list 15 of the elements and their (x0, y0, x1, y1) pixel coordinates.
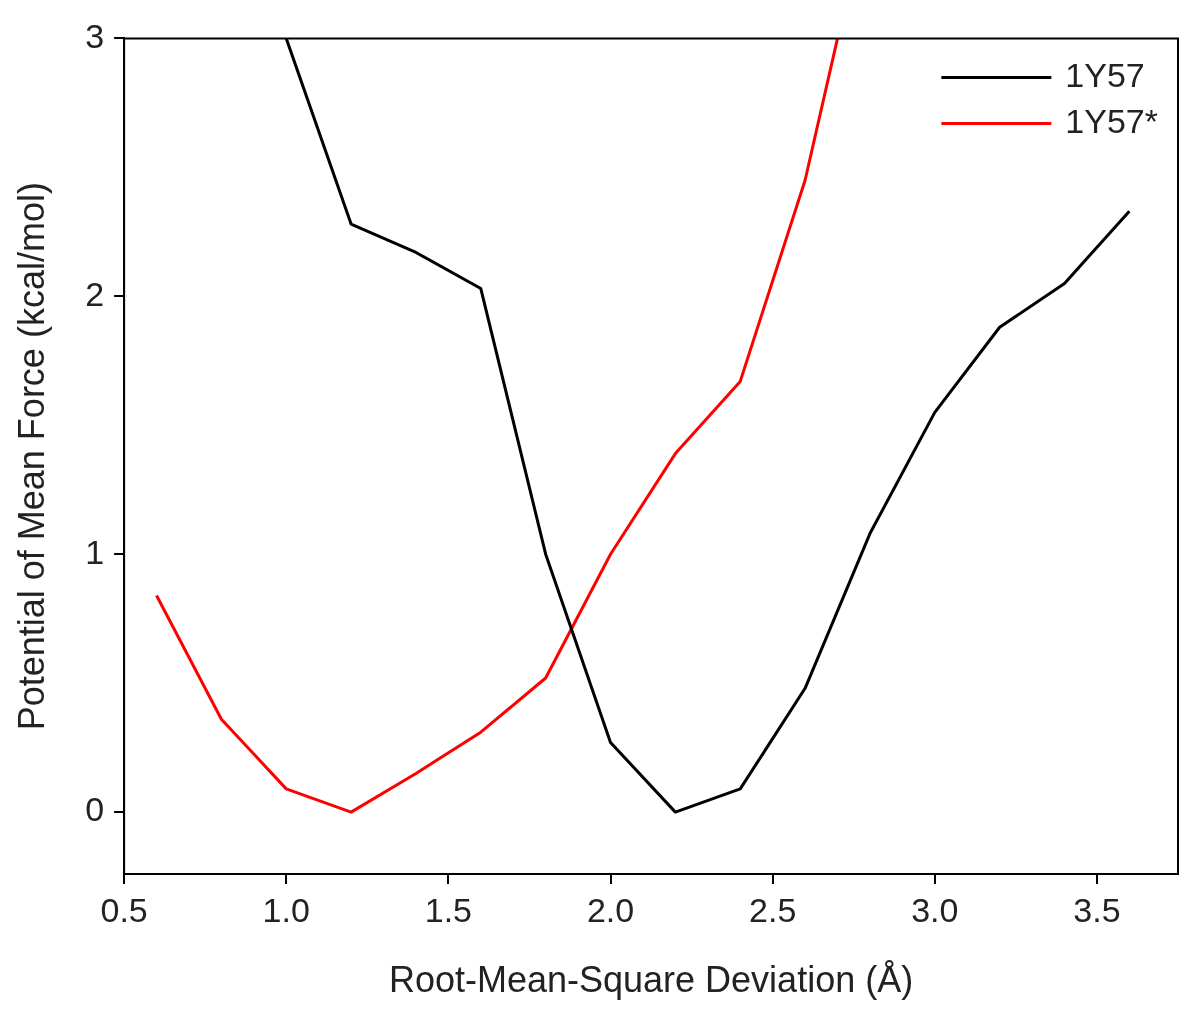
x-tick-label: 2.0 (586, 890, 635, 929)
x-tick-label: 2.5 (749, 890, 797, 929)
y-tick-label: 0 (85, 790, 105, 829)
x-tick-label: 1.5 (424, 890, 473, 929)
x-tick-label: 3.0 (911, 890, 959, 929)
x-tick-label: 1.0 (262, 890, 310, 929)
legend-label: 1Y57 (1065, 55, 1145, 94)
legend-label: 1Y57* (1065, 101, 1158, 140)
x-axis-title: Root-Mean-Square Deviation (Å) (388, 959, 914, 1001)
y-axis-title: Potential of Mean Force (kcal/mol) (10, 182, 52, 731)
x-tick-label: 3.5 (1073, 890, 1121, 929)
y-tick-label: 3 (85, 16, 105, 55)
y-tick-label: 1 (85, 532, 105, 571)
x-tick-label: 0.5 (100, 890, 148, 929)
y-tick-label: 2 (85, 274, 105, 313)
